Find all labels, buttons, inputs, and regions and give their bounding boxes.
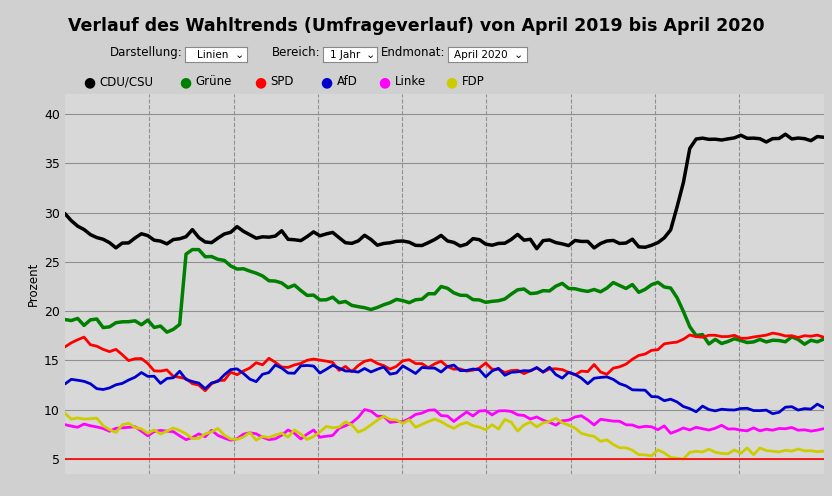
Text: 1 Jahr: 1 Jahr	[330, 50, 360, 60]
Text: ●: ●	[445, 75, 458, 89]
Text: ⌄: ⌄	[235, 50, 245, 60]
Text: Grüne: Grüne	[196, 75, 232, 88]
Text: ●: ●	[320, 75, 333, 89]
Text: FDP: FDP	[462, 75, 484, 88]
Text: ●: ●	[179, 75, 191, 89]
Text: April 2020: April 2020	[454, 50, 508, 60]
Text: Bereich:: Bereich:	[272, 46, 320, 59]
Text: Endmonat:: Endmonat:	[380, 46, 445, 59]
Text: ●: ●	[379, 75, 391, 89]
Text: SPD: SPD	[270, 75, 294, 88]
Text: ●: ●	[83, 75, 96, 89]
Text: Darstellung:: Darstellung:	[111, 46, 183, 59]
Y-axis label: Prozent: Prozent	[27, 262, 40, 306]
Text: ⌄: ⌄	[366, 50, 375, 60]
Text: ⌄: ⌄	[514, 50, 523, 60]
Text: ●: ●	[254, 75, 266, 89]
Text: CDU/CSU: CDU/CSU	[100, 75, 154, 88]
Text: Verlauf des Wahltrends (Umfrageverlauf) von April 2019 bis April 2020: Verlauf des Wahltrends (Umfrageverlauf) …	[67, 17, 765, 35]
Text: Linien: Linien	[197, 50, 229, 60]
Text: Linke: Linke	[395, 75, 426, 88]
Text: AfD: AfD	[337, 75, 358, 88]
